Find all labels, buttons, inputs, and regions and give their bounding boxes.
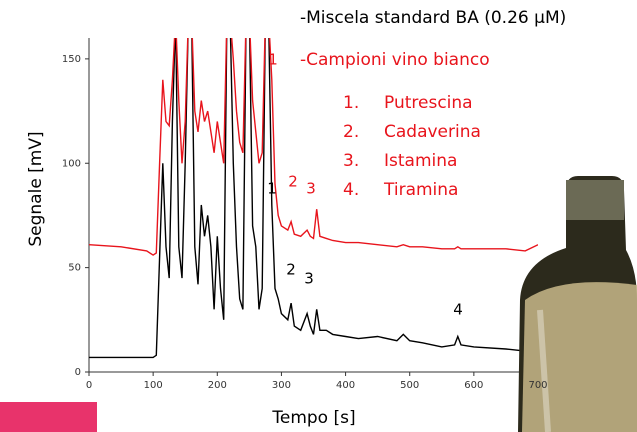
x-tick-label: 600 [464, 380, 483, 391]
peak-label-black: 4 [453, 301, 463, 319]
x-tick-label: 300 [272, 380, 291, 391]
peak-label-red: 3 [306, 180, 316, 198]
y-axis-label: Segnale [mV] [26, 131, 46, 246]
x-axis-label: Tempo [s] [271, 408, 355, 428]
compound-name: Istamina [384, 151, 457, 171]
peak-label-black: 1 [267, 180, 277, 198]
peak-label-red: 2 [288, 173, 298, 191]
x-tick-label: 100 [144, 380, 163, 391]
y-tick-label: 0 [75, 367, 81, 378]
y-tick-label: 150 [62, 54, 81, 65]
series-line [89, 38, 538, 256]
decor-bar [0, 402, 97, 432]
compound-name: Cadaverina [384, 122, 481, 142]
x-tick-label: 700 [528, 380, 547, 391]
x-tick-label: 0 [86, 380, 92, 391]
peak-label-red: 1 [268, 51, 278, 69]
y-tick-label: 50 [68, 263, 81, 274]
y-tick-label: 100 [62, 158, 81, 169]
x-tick-label: 200 [208, 380, 227, 391]
compound-number: 4. [343, 180, 359, 200]
compound-name: Putrescina [384, 93, 473, 113]
compound-number: 2. [343, 122, 359, 142]
compound-number: 1. [343, 93, 359, 113]
wine-bottle [518, 176, 637, 432]
series-line [89, 38, 538, 359]
compound-number: 3. [343, 151, 359, 171]
peak-label-black: 3 [304, 270, 314, 288]
legend-black: -Miscela standard BA (0.26 µM) [300, 8, 566, 28]
compound-name: Tiramina [383, 180, 458, 200]
x-tick-label: 500 [400, 380, 419, 391]
peak-label-black: 2 [286, 261, 296, 279]
legend-red: -Campioni vino bianco [300, 50, 490, 70]
x-tick-label: 400 [336, 380, 355, 391]
